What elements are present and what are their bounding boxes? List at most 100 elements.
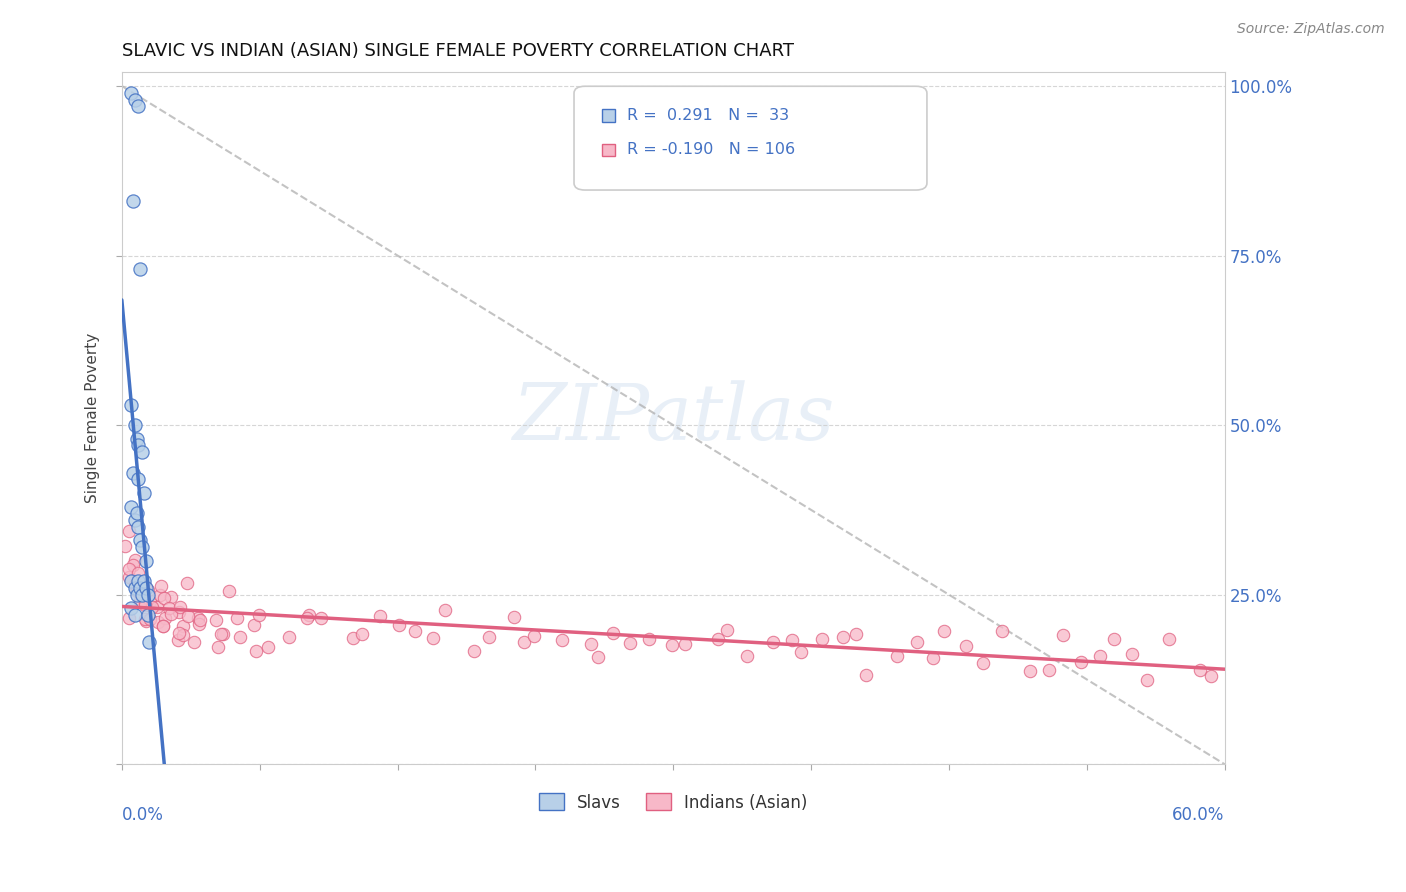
Point bbox=[176, 608, 198, 623]
Text: ZIPatlas: ZIPatlas bbox=[512, 380, 834, 457]
FancyBboxPatch shape bbox=[574, 87, 927, 190]
Point bbox=[127, 574, 149, 588]
Point bbox=[125, 506, 148, 520]
Point bbox=[122, 558, 145, 573]
Point bbox=[120, 601, 142, 615]
Point bbox=[124, 581, 146, 595]
Point bbox=[120, 86, 142, 100]
Point bbox=[136, 588, 159, 602]
FancyBboxPatch shape bbox=[602, 109, 616, 121]
Point bbox=[131, 588, 153, 602]
Point bbox=[242, 617, 264, 632]
Point bbox=[176, 575, 198, 590]
Point bbox=[638, 632, 661, 647]
Point bbox=[124, 578, 146, 592]
Point bbox=[602, 626, 624, 640]
Point bbox=[716, 623, 738, 637]
Point bbox=[245, 644, 267, 658]
Point bbox=[134, 596, 156, 610]
Point bbox=[131, 445, 153, 459]
Point bbox=[120, 398, 142, 412]
Point bbox=[1038, 663, 1060, 677]
Point bbox=[125, 583, 148, 598]
Point bbox=[124, 513, 146, 527]
FancyBboxPatch shape bbox=[602, 144, 616, 156]
Point bbox=[309, 611, 332, 625]
Point bbox=[478, 630, 501, 644]
Y-axis label: Single Female Poverty: Single Female Poverty bbox=[86, 334, 100, 503]
Point bbox=[433, 603, 456, 617]
Point bbox=[125, 588, 148, 602]
Point bbox=[352, 627, 374, 641]
Point bbox=[586, 650, 609, 665]
Point bbox=[1199, 669, 1222, 683]
Point bbox=[886, 649, 908, 664]
Point bbox=[619, 636, 641, 650]
Point bbox=[152, 618, 174, 632]
Point bbox=[278, 631, 301, 645]
Point bbox=[139, 612, 162, 626]
Point bbox=[138, 635, 160, 649]
Text: R =  0.291   N =  33: R = 0.291 N = 33 bbox=[627, 108, 789, 123]
Point bbox=[922, 651, 945, 665]
Point bbox=[127, 520, 149, 534]
Point bbox=[342, 631, 364, 645]
Point bbox=[117, 611, 139, 625]
Point bbox=[167, 605, 190, 619]
Point bbox=[991, 624, 1014, 639]
Point bbox=[187, 611, 209, 625]
Point bbox=[136, 608, 159, 623]
Point bbox=[124, 93, 146, 107]
Point bbox=[124, 553, 146, 567]
Point bbox=[134, 579, 156, 593]
Point bbox=[118, 561, 141, 575]
Point bbox=[673, 636, 696, 650]
Text: 60.0%: 60.0% bbox=[1173, 805, 1225, 824]
Point bbox=[972, 657, 994, 671]
Point bbox=[1159, 632, 1181, 646]
Point bbox=[118, 570, 141, 584]
Point bbox=[153, 591, 176, 606]
Point bbox=[295, 610, 318, 624]
Point bbox=[188, 616, 211, 631]
Point bbox=[160, 607, 183, 621]
Point bbox=[127, 99, 149, 113]
Point bbox=[118, 524, 141, 538]
Point bbox=[172, 619, 194, 633]
Point bbox=[257, 640, 280, 654]
Point bbox=[207, 640, 229, 654]
Point bbox=[134, 612, 156, 626]
Point bbox=[209, 627, 232, 641]
Point bbox=[1088, 648, 1111, 663]
Point bbox=[132, 574, 155, 588]
Point bbox=[129, 594, 152, 608]
Point bbox=[249, 607, 271, 622]
Point bbox=[135, 614, 157, 628]
Point bbox=[131, 540, 153, 554]
Point bbox=[422, 631, 444, 645]
Point bbox=[167, 633, 190, 648]
Point bbox=[780, 633, 803, 648]
Point bbox=[135, 581, 157, 595]
Point bbox=[523, 629, 546, 643]
Point bbox=[463, 643, 485, 657]
Point bbox=[141, 600, 163, 615]
Point bbox=[132, 486, 155, 500]
Point bbox=[149, 589, 172, 603]
Point bbox=[1189, 664, 1212, 678]
Point bbox=[1121, 647, 1143, 661]
Point bbox=[1052, 628, 1074, 642]
Text: R = -0.190   N = 106: R = -0.190 N = 106 bbox=[627, 143, 794, 157]
Point bbox=[124, 608, 146, 623]
Point bbox=[845, 627, 868, 641]
Point bbox=[790, 645, 813, 659]
Point bbox=[149, 579, 172, 593]
Point bbox=[503, 610, 526, 624]
Point bbox=[225, 611, 247, 625]
Point bbox=[169, 600, 191, 615]
Point bbox=[129, 533, 152, 548]
Point bbox=[388, 618, 411, 632]
Point bbox=[212, 627, 235, 641]
Point bbox=[152, 619, 174, 633]
Point bbox=[125, 432, 148, 446]
